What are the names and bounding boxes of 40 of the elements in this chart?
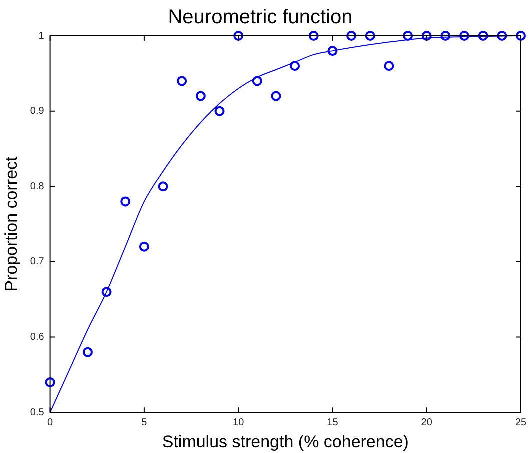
point: [271, 91, 282, 102]
point: [365, 31, 376, 41]
x-tick-label: 15: [327, 417, 339, 428]
point: [120, 196, 131, 207]
point: [45, 377, 56, 388]
point: [82, 347, 93, 358]
point: [308, 31, 319, 41]
point: [196, 91, 206, 102]
point: [384, 61, 394, 72]
point: [346, 31, 357, 41]
point: [460, 31, 470, 41]
point: [478, 31, 488, 41]
point: [214, 106, 225, 116]
chart-title: Neurometric function: [168, 6, 353, 29]
point: [252, 76, 262, 86]
x-axis-title: Stimulus strength (% coherence): [162, 432, 409, 452]
point: [440, 31, 451, 41]
x-tick-label: 20: [421, 417, 433, 428]
point: [497, 31, 508, 41]
y-tick-label: 0.9: [30, 106, 45, 118]
point: [328, 46, 338, 56]
point: [102, 287, 112, 298]
point: [234, 31, 244, 41]
point: [422, 31, 432, 41]
point: [177, 76, 188, 86]
point: [516, 31, 526, 41]
y-tick-label: 0.7: [30, 256, 45, 268]
y-tick-label: 1: [38, 30, 45, 42]
point: [158, 182, 168, 192]
y-tick-label: 0.5: [30, 407, 45, 418]
point: [290, 61, 300, 72]
point: [139, 242, 150, 252]
x-tick-label: 25: [515, 417, 527, 428]
x-tick-label: 5: [142, 417, 148, 428]
x-tick-label: 10: [233, 417, 245, 428]
y-axis-title: Proportion correct: [2, 156, 21, 292]
y-tick-label: 0.6: [30, 332, 45, 344]
point: [403, 31, 414, 41]
y-tick-label: 0.8: [30, 181, 45, 192]
x-tick-label: 0: [48, 417, 54, 428]
